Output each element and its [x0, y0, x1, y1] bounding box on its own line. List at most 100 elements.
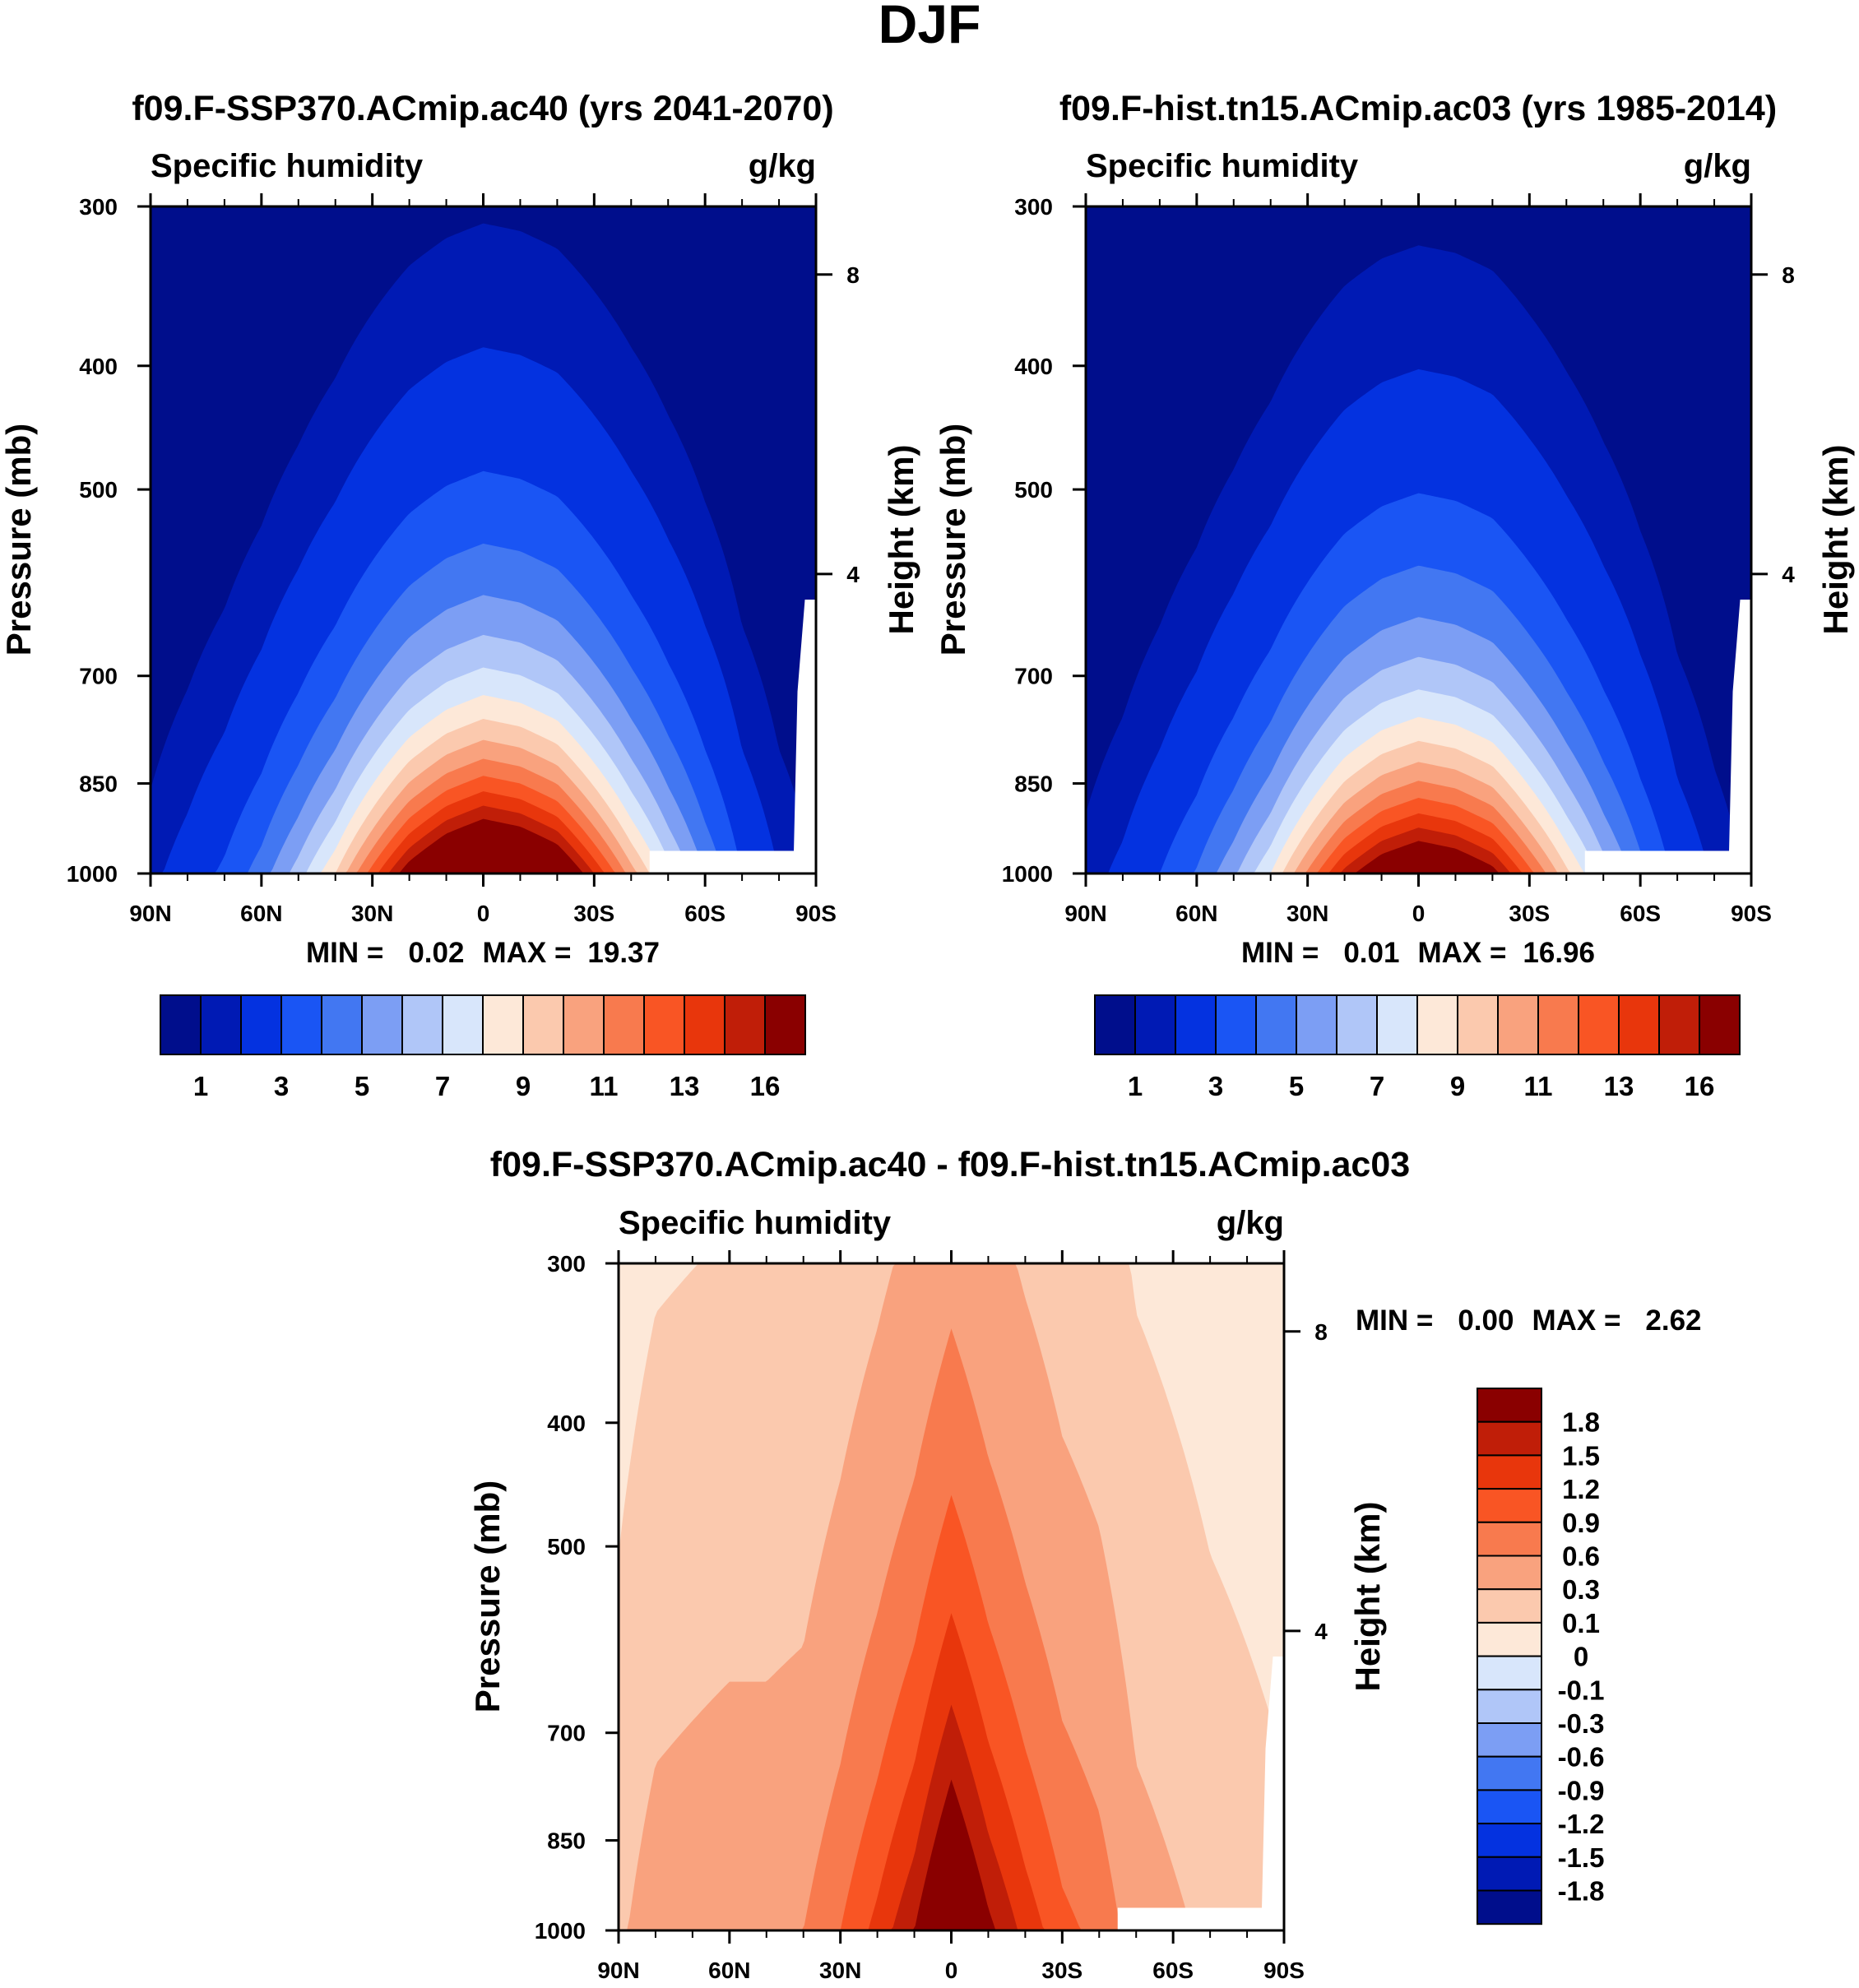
colorbar-label-left-7: 16 [750, 1071, 781, 1101]
colorbar-box-right-4 [1255, 994, 1297, 1055]
x-tick-label-left-6: 90S [795, 901, 837, 926]
y-right-tick-label-diff-1: 4 [1314, 1619, 1328, 1644]
x-tick-label-diff-0: 90N [597, 1958, 639, 1983]
colorbar-box-left-2 [240, 994, 282, 1055]
panel-diff-contour-field [619, 1263, 1284, 1930]
colorbar-box-right-14 [1658, 994, 1700, 1055]
y-tick-label-right-4: 850 [1014, 772, 1053, 797]
colorbar-box-right-1 [1134, 994, 1176, 1055]
colorbar-box-left-9 [522, 994, 564, 1055]
colorbar-label-left-5: 11 [590, 1071, 619, 1101]
panel-left-ylabel: Pressure (mb) [0, 424, 38, 656]
colorbar-label-diff-14: -1.8 [1558, 1876, 1605, 1907]
panel-left-ylabel-right: Height (km) [882, 445, 920, 635]
y-tick-label-left-1: 400 [79, 354, 118, 379]
colorbar-box-diff-10 [1477, 1722, 1542, 1758]
x-tick-label-diff-3: 0 [945, 1958, 958, 1983]
colorbar-label-diff-2: 1.2 [1562, 1474, 1600, 1504]
colorbar-box-right-15 [1699, 994, 1741, 1055]
colorbar-box-right-10 [1497, 994, 1539, 1055]
colorbar-label-diff-0: 1.8 [1562, 1407, 1600, 1438]
panel-right-ylabel: Pressure (mb) [934, 424, 972, 656]
colorbar-box-right-6 [1336, 994, 1378, 1055]
panel-diff-variable: Specific humidity [619, 1205, 892, 1241]
colorbar-label-diff-6: 0.1 [1562, 1608, 1600, 1638]
colorbar-box-diff-7 [1477, 1621, 1542, 1657]
colorbar-box-diff-14 [1477, 1856, 1542, 1892]
colorbar-box-left-14 [724, 994, 766, 1055]
y-right-tick-label-right-1: 4 [1782, 562, 1795, 587]
colorbar-label-diff-1: 1.5 [1562, 1440, 1600, 1471]
panel-right-ylabel-right: Height (km) [1816, 445, 1855, 635]
panel-right-min-label: MIN = [1241, 937, 1319, 969]
y-tick-label-left-3: 700 [79, 664, 118, 689]
colorbar-box-right-2 [1175, 994, 1217, 1055]
colorbar-box-diff-1 [1477, 1420, 1542, 1457]
panel-diff-min-label: MIN = [1356, 1304, 1433, 1337]
y-tick-label-left-4: 850 [79, 772, 118, 797]
y-tick-label-diff-2: 500 [547, 1534, 586, 1559]
panel-diff-min-value: 0.00 [1458, 1304, 1514, 1337]
panel-left: f09.F-SSP370.ACmip.ac40 (yrs 2041-2070) … [0, 89, 920, 1101]
y-right-tick-label-diff-0: 8 [1314, 1319, 1328, 1345]
panel-diff-units: g/kg [1217, 1205, 1284, 1241]
colorbar-box-left-15 [764, 994, 806, 1055]
y-tick-label-left-0: 300 [79, 194, 118, 220]
colorbar-label-diff-9: -0.3 [1558, 1708, 1605, 1739]
panel-right-colorbar: 1 3 5 7 9 11 13 16 [1094, 994, 1741, 1101]
panel-right-title: f09.F-hist.tn15.ACmip.ac03 (yrs 1985-201… [1059, 89, 1777, 128]
y-tick-label-right-5: 1000 [1002, 861, 1053, 887]
x-tick-label-left-3: 0 [477, 901, 490, 926]
y-tick-label-right-3: 700 [1014, 664, 1053, 689]
colorbar-label-right-3: 7 [1370, 1071, 1384, 1101]
x-tick-label-diff-5: 60S [1152, 1958, 1194, 1983]
panel-right-contour-field [1086, 206, 1751, 874]
y-right-tick-label-right-0: 8 [1782, 262, 1795, 288]
panel-left-units: g/kg [749, 148, 816, 184]
y-tick-label-left-5: 1000 [67, 861, 118, 887]
colorbar-label-right-0: 1 [1128, 1071, 1143, 1101]
x-tick-label-right-4: 30S [1509, 901, 1550, 926]
x-tick-label-diff-6: 90S [1263, 1958, 1305, 1983]
panel-left-contour-field [151, 206, 816, 874]
x-tick-label-left-5: 60S [684, 901, 726, 926]
colorbar-box-diff-12 [1477, 1789, 1542, 1825]
figure-title: DJF [879, 0, 981, 54]
topography-mask-right [1584, 600, 1751, 874]
colorbar-label-left-2: 5 [355, 1071, 369, 1101]
colorbar-box-diff-9 [1477, 1689, 1542, 1725]
colorbar-label-diff-11: -0.9 [1558, 1775, 1605, 1805]
colorbar-box-right-7 [1376, 994, 1418, 1055]
colorbar-box-left-4 [321, 994, 363, 1055]
topography-mask-left [649, 600, 816, 874]
colorbar-box-right-11 [1537, 994, 1579, 1055]
colorbar-label-right-6: 13 [1604, 1071, 1634, 1101]
panel-diff-max-value: 2.62 [1645, 1304, 1701, 1337]
colorbar-label-diff-3: 0.9 [1562, 1508, 1600, 1538]
colorbar-box-left-12 [643, 994, 685, 1055]
panel-left-stats: MIN = 0.02 MAX = 19.37 [306, 937, 660, 969]
colorbar-box-diff-2 [1477, 1454, 1542, 1490]
panel-right-variable: Specific humidity [1086, 148, 1359, 184]
y-right-tick-label-left-1: 4 [846, 562, 860, 587]
colorbar-box-right-3 [1215, 994, 1257, 1055]
colorbar-box-left-10 [563, 994, 605, 1055]
colorbar-box-right-8 [1416, 994, 1458, 1055]
x-tick-label-right-1: 60N [1175, 901, 1217, 926]
colorbar-label-left-4: 9 [516, 1071, 531, 1101]
colorbar-box-right-13 [1618, 994, 1660, 1055]
colorbar-box-right-12 [1578, 994, 1620, 1055]
x-tick-label-right-0: 90N [1064, 901, 1106, 926]
panel-right-min-value: 0.01 [1343, 937, 1399, 969]
colorbar-label-diff-12: -1.2 [1558, 1809, 1605, 1839]
colorbar-label-diff-7: 0 [1574, 1642, 1588, 1672]
y-right-tick-label-left-0: 8 [846, 262, 860, 288]
colorbar-box-diff-3 [1477, 1488, 1542, 1523]
x-tick-label-right-3: 0 [1412, 901, 1426, 926]
colorbar-label-diff-10: -0.6 [1558, 1742, 1605, 1773]
y-tick-label-right-0: 300 [1014, 194, 1053, 220]
colorbar-box-diff-4 [1477, 1521, 1542, 1557]
colorbar-label-right-5: 11 [1524, 1071, 1553, 1101]
colorbar-label-diff-13: -1.5 [1558, 1842, 1605, 1873]
